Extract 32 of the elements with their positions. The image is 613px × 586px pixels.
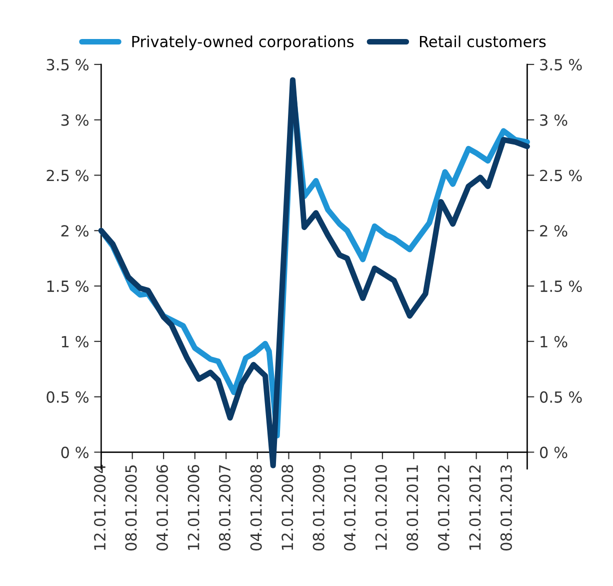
y2-tick-label: 1.5 % xyxy=(540,280,582,292)
x-tick-label: 12.01.2010 xyxy=(375,465,387,550)
legend-label: Privately-owned corporations xyxy=(132,35,354,50)
y-tick-label: 0.5 % xyxy=(46,391,88,403)
legend-label: Retail customers xyxy=(420,35,546,48)
y-tick-label: 1.5 % xyxy=(47,280,88,292)
x-tick-label: 08.01.2005 xyxy=(125,465,137,550)
y-tick-label: 2.5 % xyxy=(46,170,88,182)
x-tick-label: 12.01.2004 xyxy=(94,464,106,550)
y2-tick-label: 0 % xyxy=(540,446,568,458)
x-tick-label: 08.01.2013 xyxy=(500,465,512,550)
x-tick-label: 12.01.2012 xyxy=(469,466,481,550)
y2-tick-label: 1 % xyxy=(540,336,568,348)
x-tick-label: 08.01.2009 xyxy=(312,465,324,550)
x-tick-label: 12.01.2008 xyxy=(282,465,294,550)
x-tick-label: 08.01.2007 xyxy=(218,465,231,550)
x-tick-label: 08.01.2011 xyxy=(406,465,418,550)
y-tick-label: 0 % xyxy=(61,446,88,458)
y2-tick-label: 0.5 % xyxy=(540,391,582,403)
y2-tick-label: 2 % xyxy=(540,225,568,237)
x-tick-label: 04.01.2012 xyxy=(438,466,450,550)
y2-tick-label: 3 % xyxy=(540,114,568,126)
x-tick-label: 04.01.2006 xyxy=(156,464,168,550)
y-tick-label: 3 % xyxy=(61,114,88,126)
y-tick-label: 1 % xyxy=(62,336,88,348)
y-tick-label: 2 % xyxy=(61,225,88,237)
x-tick-label: 04.01.2010 xyxy=(344,465,356,550)
y-tick-label: 3.5 % xyxy=(46,58,88,70)
y2-tick-label: 3.5 % xyxy=(540,58,582,70)
y2-tick-label: 2.5 % xyxy=(540,170,582,182)
x-tick-label: 12.01.2006 xyxy=(188,464,200,550)
x-tick-label: 04.01.2008 xyxy=(250,465,262,550)
